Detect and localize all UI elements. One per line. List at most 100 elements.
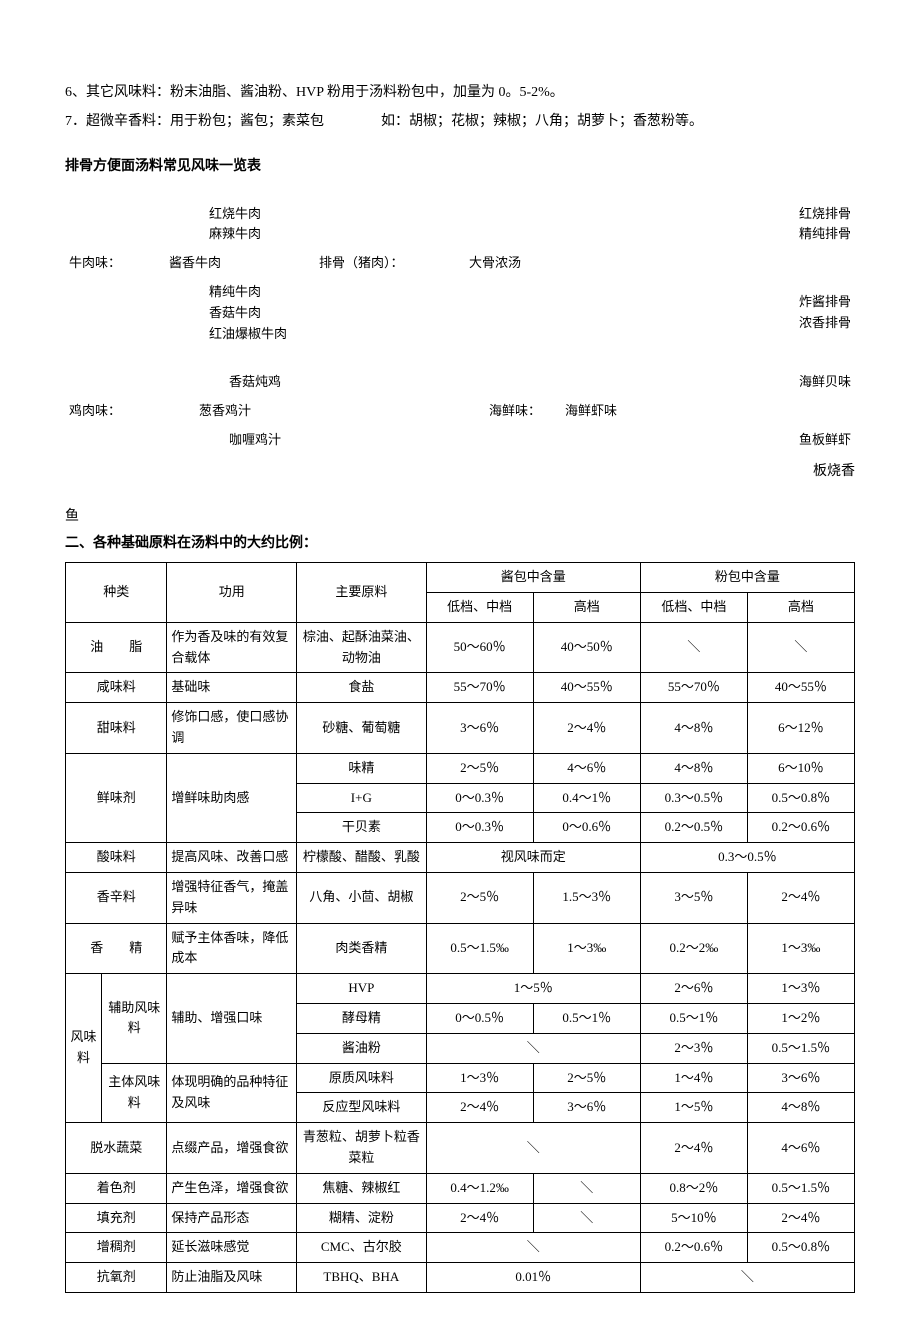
sour-type: 酸味料 xyxy=(66,843,167,873)
antiox-pmerge: ＼ xyxy=(640,1263,854,1293)
color-func: 产生色泽，增强食欲 xyxy=(167,1173,297,1203)
spice-raw: 八角、小茴、胡椒 xyxy=(297,873,427,924)
th-raw: 主要原料 xyxy=(297,563,427,623)
flavor-plow2: 0.5～1％ xyxy=(640,1004,747,1034)
color-phigh: 0.5～1.5％ xyxy=(747,1173,854,1203)
other-flavor: 板烧香 xyxy=(65,459,855,484)
row-flavor-1: 风味料 辅助风味料 辅助、增强口味 HVP 1～5％ 2～6％ 1～3％ xyxy=(66,974,855,1004)
row-flavor-4: 主体风味料 体现明确的品种特征及风味 原质风味料 1～3％ 2～5％ 1～4％ … xyxy=(66,1063,855,1093)
flavor-slow4: 1～3％ xyxy=(426,1063,533,1093)
spice-shigh: 1.5～3％ xyxy=(533,873,640,924)
oil-slow: 50～60％ xyxy=(426,622,533,673)
row-color: 着色剂 产生色泽，增强食欲 焦糖、辣椒红 0.4～1.2‰ ＼ 0.8～2％ 0… xyxy=(66,1173,855,1203)
thick-phigh: 0.5～0.8％ xyxy=(747,1233,854,1263)
row-spice: 香辛料 增强特征香气，掩盖异味 八角、小茴、胡椒 2～5％ 1.5～3％ 3～5… xyxy=(66,873,855,924)
flavor-slow5: 2～4％ xyxy=(426,1093,533,1123)
chicken-item-0: 香菇炖鸡 xyxy=(169,372,361,393)
salty-slow: 55～70％ xyxy=(426,673,533,703)
sweet-shigh: 2～4％ xyxy=(533,703,640,754)
filler-shigh: ＼ xyxy=(533,1203,640,1233)
filler-type: 填充剂 xyxy=(66,1203,167,1233)
umami-shigh3: 0～0.6％ xyxy=(533,813,640,843)
flavor-smerge1: 1～5％ xyxy=(426,974,640,1004)
other-flavor-2: 鱼 xyxy=(65,504,855,529)
umami-plow3: 0.2～0.5％ xyxy=(640,813,747,843)
flavor-main: 主体风味料 xyxy=(102,1063,167,1123)
oil-plow: ＼ xyxy=(640,622,747,673)
thick-type: 增稠剂 xyxy=(66,1233,167,1263)
spice-slow: 2～5％ xyxy=(426,873,533,924)
veg-smerge: ＼ xyxy=(426,1123,640,1174)
th-s-low: 低档、中档 xyxy=(426,593,533,623)
essence-plow: 0.2～2‰ xyxy=(640,923,747,974)
sour-pmerge: 0.3～0.5％ xyxy=(640,843,854,873)
filler-raw: 糊精、淀粉 xyxy=(297,1203,427,1233)
beef-item-2: 酱香牛肉 xyxy=(169,253,311,274)
oil-raw: 棕油、起酥油菜油、动物油 xyxy=(297,622,427,673)
sea-item-1: 海鲜虾味 xyxy=(545,397,645,426)
ratio-table: 种类 功用 主要原料 酱包中含量 粉包中含量 低档、中档 高档 低档、中档 高档… xyxy=(65,562,855,1293)
th-p-low: 低档、中档 xyxy=(640,593,747,623)
th-powder: 粉包中含量 xyxy=(640,563,854,593)
th-p-high: 高档 xyxy=(747,593,854,623)
th-sauce: 酱包中含量 xyxy=(426,563,640,593)
flavor-plow5: 1～5％ xyxy=(640,1093,747,1123)
flavor-phigh3: 0.5～1.5％ xyxy=(747,1033,854,1063)
row-sour: 酸味料 提高风味、改善口感 柠檬酸、醋酸、乳酸 视风味而定 0.3～0.5％ xyxy=(66,843,855,873)
flavor-plow3: 2～3％ xyxy=(640,1033,747,1063)
color-type: 着色剂 xyxy=(66,1173,167,1203)
flavor-aux: 辅助风味料 xyxy=(102,974,167,1063)
row-salty: 咸味料 基础味 食盐 55～70％ 40～55％ 55～70％ 40～55％ xyxy=(66,673,855,703)
umami-func: 增鲜味助肉感 xyxy=(167,753,297,842)
veg-func: 点缀产品，增强食欲 xyxy=(167,1123,297,1174)
flavor-block-1: 红烧牛肉 麻辣牛肉 红烧排骨 精纯排骨 牛肉味： 酱香牛肉 排骨（猪肉）： 大骨… xyxy=(65,200,855,349)
essence-phigh: 1～3‰ xyxy=(747,923,854,974)
sour-smerge: 视风味而定 xyxy=(426,843,640,873)
salty-raw: 食盐 xyxy=(297,673,427,703)
flavor-phigh2: 1～2％ xyxy=(747,1004,854,1034)
row-filler: 填充剂 保持产品形态 糊精、淀粉 2～4％ ＼ 5～10％ 2～4％ xyxy=(66,1203,855,1233)
umami-slow2: 0～0.3％ xyxy=(426,783,533,813)
sweet-plow: 4～8％ xyxy=(640,703,747,754)
chicken-label: 鸡肉味： xyxy=(65,397,165,426)
sweet-func: 修饰口感，使口感协调 xyxy=(167,703,297,754)
intro-7b: 如：胡椒；花椒；辣椒；八角；胡萝卜；香葱粉等。 xyxy=(381,114,703,129)
color-plow: 0.8～2％ xyxy=(640,1173,747,1203)
spice-plow: 3～5％ xyxy=(640,873,747,924)
antiox-func: 防止油脂及风味 xyxy=(167,1263,297,1293)
flavor-smerge3: ＼ xyxy=(426,1033,640,1063)
antiox-raw: TBHQ、BHA xyxy=(297,1263,427,1293)
essence-shigh: 1～3‰ xyxy=(533,923,640,974)
row-essence: 香 精 赋予主体香味，降低成本 肉类香精 0.5～1.5‰ 1～3‰ 0.2～2… xyxy=(66,923,855,974)
umami-raw2: I+G xyxy=(297,783,427,813)
oil-phigh: ＼ xyxy=(747,622,854,673)
flavor-mainfunc: 体现明确的品种特征及风味 xyxy=(167,1063,297,1123)
umami-slow3: 0～0.3％ xyxy=(426,813,533,843)
salty-plow: 55～70％ xyxy=(640,673,747,703)
flavor-block-2: 香菇炖鸡 海鲜贝味 鸡肉味： 葱香鸡汁 海鲜味： 海鲜虾味 咖喱鸡汁 xyxy=(65,368,855,484)
row-sweet: 甜味料 修饰口感，使口感协调 砂糖、葡萄糖 3～6％ 2～4％ 4～8％ 6～1… xyxy=(66,703,855,754)
flavor-phigh4: 3～6％ xyxy=(747,1063,854,1093)
pork-item-2: 大骨浓汤 xyxy=(465,249,575,278)
umami-plow1: 4～8％ xyxy=(640,753,747,783)
row-veg: 脱水蔬菜 点缀产品，增强食欲 青葱粒、胡萝卜粒香菜粒 ＼ 2～4％ 4～6％ xyxy=(66,1123,855,1174)
beef-item-1: 麻辣牛肉 xyxy=(169,224,311,245)
flavor-plow1: 2～6％ xyxy=(640,974,747,1004)
intro-line-7: 7．超微辛香料：用于粉包；酱包；素菜包 如：胡椒；花椒；辣椒；八角；胡萝卜；香葱… xyxy=(65,109,855,134)
salty-type: 咸味料 xyxy=(66,673,167,703)
beef-item-5: 红油爆椒牛肉 xyxy=(169,324,311,345)
th-s-high: 高档 xyxy=(533,593,640,623)
section-title-ratio: 二、各种基础原料在汤料中的大约比例： xyxy=(65,531,855,556)
beef-item-4: 香菇牛肉 xyxy=(169,303,311,324)
antiox-smerge: 0.01％ xyxy=(426,1263,640,1293)
sweet-type: 甜味料 xyxy=(66,703,167,754)
pork-label: 排骨（猪肉）： xyxy=(315,249,465,278)
essence-type: 香 精 xyxy=(66,923,167,974)
color-raw: 焦糖、辣椒红 xyxy=(297,1173,427,1203)
spice-func: 增强特征香气，掩盖异味 xyxy=(167,873,297,924)
umami-slow1: 2～5％ xyxy=(426,753,533,783)
oil-shigh: 40～50％ xyxy=(533,622,640,673)
filler-slow: 2～4％ xyxy=(426,1203,533,1233)
th-func: 功用 xyxy=(167,563,297,623)
flavor-shigh4: 2～5％ xyxy=(533,1063,640,1093)
